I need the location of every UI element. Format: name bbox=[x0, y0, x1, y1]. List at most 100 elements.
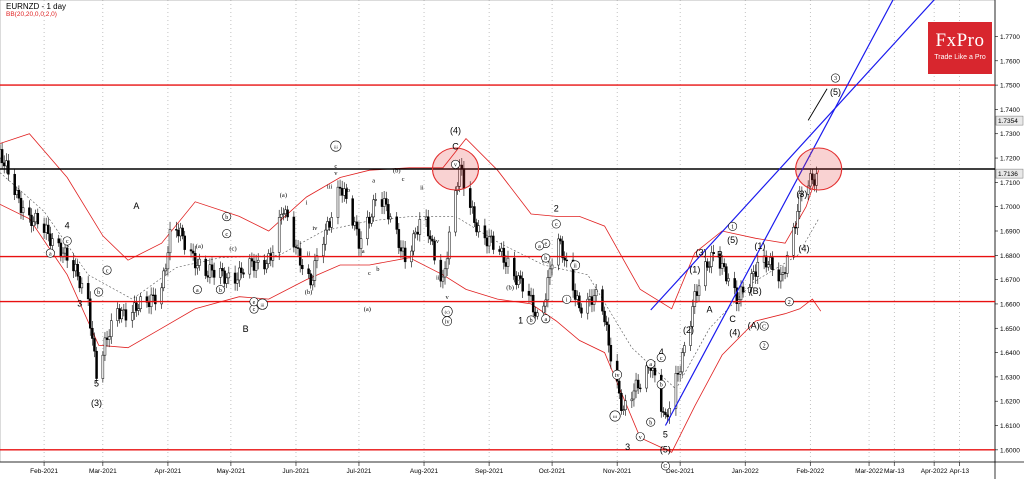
candle bbox=[630, 391, 634, 408]
candle-body bbox=[282, 213, 285, 215]
candle bbox=[330, 212, 333, 233]
wave-label: (4) bbox=[729, 328, 740, 338]
candle-body bbox=[250, 258, 254, 262]
candle-body bbox=[177, 229, 180, 237]
x-tick-label: Jan-2022 bbox=[732, 468, 759, 475]
candle bbox=[471, 200, 474, 214]
candle bbox=[47, 217, 50, 242]
candle-body bbox=[233, 272, 237, 284]
candle-body bbox=[175, 229, 178, 231]
candle-body bbox=[78, 276, 82, 289]
candle bbox=[280, 207, 283, 225]
candle-body bbox=[764, 255, 768, 268]
wave-label: c bbox=[660, 356, 663, 362]
candle bbox=[76, 260, 79, 281]
wave-label: a bbox=[49, 251, 52, 257]
candle-body bbox=[366, 216, 369, 240]
candle-body bbox=[374, 199, 377, 201]
candle bbox=[550, 258, 554, 276]
y-tick-label: 1.7200 bbox=[1000, 156, 1020, 163]
candle-body bbox=[456, 185, 459, 191]
candle bbox=[769, 252, 772, 270]
candle-body bbox=[0, 149, 4, 164]
wave-label: c bbox=[402, 176, 405, 183]
candle-body bbox=[519, 275, 522, 279]
fxpro-logo: FxPro Trade Like a Pro bbox=[928, 22, 992, 74]
x-tick-label: Aug-2021 bbox=[410, 468, 439, 475]
candle bbox=[767, 261, 770, 271]
candle bbox=[292, 211, 296, 253]
candle-body bbox=[674, 373, 678, 409]
candle bbox=[189, 243, 193, 258]
candle bbox=[382, 191, 386, 215]
x-tick-label: Apr-2022 bbox=[921, 468, 948, 475]
candle bbox=[118, 304, 121, 324]
candle-body bbox=[792, 227, 795, 256]
candle bbox=[735, 280, 739, 312]
x-tick-label: May-2021 bbox=[216, 468, 245, 475]
candle bbox=[89, 291, 92, 336]
candle-body bbox=[103, 337, 107, 356]
candle bbox=[57, 234, 61, 247]
wave-label: e bbox=[544, 242, 547, 248]
candle bbox=[399, 240, 403, 259]
wave-label: (5) bbox=[660, 444, 671, 454]
candle-body bbox=[603, 310, 606, 323]
candle-body bbox=[7, 160, 10, 175]
candle-body bbox=[748, 287, 751, 293]
candle bbox=[586, 292, 590, 320]
candle bbox=[443, 261, 447, 285]
y-tick-label: 1.6900 bbox=[1000, 229, 1020, 236]
plot-area bbox=[0, 0, 996, 463]
candle bbox=[254, 254, 258, 279]
price-tag-box bbox=[995, 168, 1024, 179]
candle-body bbox=[130, 312, 134, 321]
candle bbox=[708, 261, 711, 273]
candle bbox=[120, 306, 124, 323]
candle bbox=[798, 186, 802, 219]
wave-label: ii bbox=[573, 263, 577, 269]
wave-label: (3) bbox=[91, 398, 102, 408]
candle bbox=[431, 235, 434, 246]
candle bbox=[418, 212, 422, 242]
bollinger-upper bbox=[0, 133, 820, 310]
candle-body bbox=[475, 222, 478, 233]
candle bbox=[485, 230, 489, 254]
candle-body bbox=[588, 296, 592, 300]
wave-label: b bbox=[530, 318, 533, 324]
candle-body bbox=[571, 259, 575, 291]
candle bbox=[500, 242, 503, 257]
candle-body bbox=[609, 344, 613, 362]
x-tick-label: Mar-2021 bbox=[89, 468, 117, 475]
candle-body bbox=[506, 257, 510, 267]
wave-label: b bbox=[544, 256, 547, 262]
wave-label-circle bbox=[660, 461, 670, 471]
candle bbox=[147, 295, 151, 314]
wave-label: B bbox=[717, 250, 723, 260]
wave-label: a bbox=[544, 317, 547, 323]
candle bbox=[676, 365, 680, 382]
candle-body bbox=[815, 173, 818, 186]
wave-label-circle bbox=[94, 287, 104, 297]
candle bbox=[122, 304, 126, 317]
candle-body bbox=[63, 247, 67, 254]
wave-label-circle bbox=[759, 321, 769, 331]
wave-label: iv bbox=[615, 373, 620, 379]
wave-label: (b) bbox=[305, 289, 313, 296]
candle-body bbox=[307, 268, 310, 275]
candle bbox=[559, 235, 562, 245]
candle bbox=[806, 180, 810, 201]
candle-body bbox=[401, 247, 405, 252]
candle-body bbox=[439, 259, 443, 282]
candle bbox=[44, 217, 48, 240]
candle-body bbox=[254, 262, 258, 271]
candle-body bbox=[116, 308, 119, 321]
candle-body bbox=[151, 294, 155, 296]
candle-body bbox=[355, 221, 359, 230]
y-tick-label: 1.7000 bbox=[1000, 204, 1020, 211]
candle bbox=[151, 287, 155, 303]
candle bbox=[309, 269, 312, 289]
wave-label: (5) bbox=[727, 235, 738, 245]
wave-label-circle bbox=[222, 229, 232, 239]
wave-label-circle bbox=[646, 359, 656, 369]
